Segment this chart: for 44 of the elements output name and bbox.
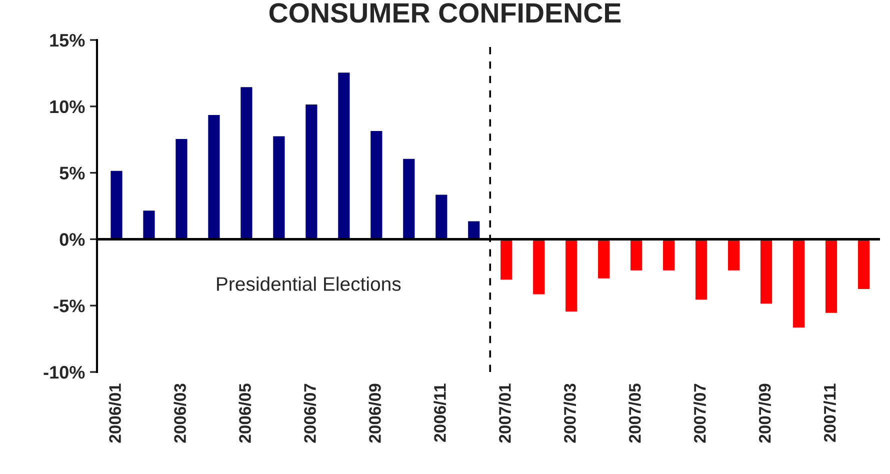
chart-title: CONSUMER CONFIDENCE: [269, 3, 621, 23]
x-tick-label: 2007/03: [564, 384, 576, 443]
bar: [792, 238, 806, 329]
bar: [532, 238, 546, 296]
bar: [336, 71, 352, 240]
x-tick-label: 2007/01: [498, 384, 512, 443]
bar: [759, 238, 774, 305]
x-tick-label: 2006/11: [434, 384, 446, 442]
bar: [109, 169, 124, 240]
bar: [499, 238, 514, 282]
y-tick-label: -5%: [54, 300, 85, 312]
x-tick-label: 2007/07: [694, 384, 706, 443]
bar: [174, 138, 189, 240]
bar: [694, 238, 708, 301]
y-tick-label: 5%: [60, 166, 85, 180]
bar: [824, 238, 838, 314]
x-tick-label: 2006/07: [304, 384, 316, 443]
x-tick-label: 2007/05: [628, 384, 641, 443]
x-tick-label: 2007/09: [758, 384, 771, 443]
y-tick-label: 0%: [60, 233, 85, 246]
bar: [402, 157, 416, 240]
bar: [434, 193, 449, 240]
bar: [564, 238, 579, 313]
x-tick-label: 2006/09: [368, 384, 382, 443]
bar: [726, 238, 741, 272]
bar: [272, 134, 286, 240]
bar: [206, 114, 222, 240]
y-tick-label: 15%: [50, 34, 85, 47]
y-tick-label: 10%: [50, 100, 85, 114]
x-tick-label: 2006/01: [108, 384, 122, 443]
bar: [466, 220, 482, 240]
bar: [856, 238, 871, 290]
bar: [142, 209, 156, 240]
bar: [596, 238, 612, 280]
bar: [304, 103, 319, 240]
bar: [239, 86, 254, 240]
x-tick-label: 2006/05: [238, 384, 252, 443]
annotation: Presidential Elections: [217, 276, 401, 291]
x-tick-label: 2006/03: [174, 384, 186, 443]
x-tick-label: 2007/11: [823, 384, 836, 442]
bar: [369, 130, 384, 240]
bar: [662, 238, 676, 272]
y-tick-label: -10%: [44, 366, 85, 379]
bar: [629, 238, 644, 272]
